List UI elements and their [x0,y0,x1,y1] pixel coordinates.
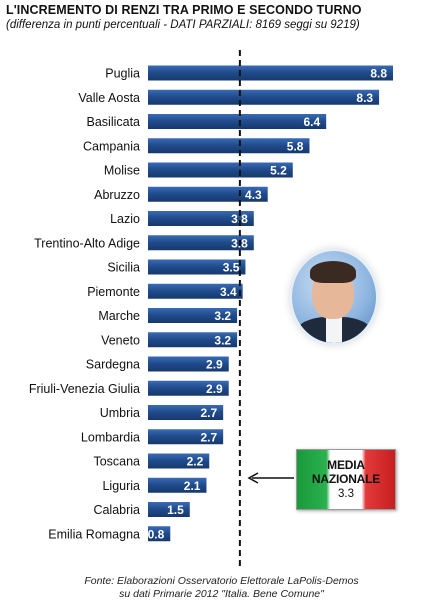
category-label: Veneto [101,333,140,347]
value-label: 3.5 [223,261,240,275]
category-label: Calabria [93,503,140,517]
bar [148,405,224,420]
value-label: 0.8 [148,527,165,541]
category-label: Sicilia [107,261,140,275]
value-label: 3.4 [220,285,237,299]
chart-subtitle: (differenza in punti percentuali - DATI … [6,19,360,31]
category-label: Lombardia [81,430,140,444]
chart-title: L'INCREMENTO DI RENZI TRA PRIMO E SECOND… [6,3,362,17]
bar [148,89,380,105]
bar [148,526,171,542]
category-label: Campania [83,139,140,153]
category-label: Molise [104,164,140,178]
category-label: Trentino-Alto Adige [34,236,140,250]
value-labels: 8.88.36.45.85.24.33.83.83.53.43.23.22.92… [148,67,388,542]
source-note: Fonte: Elaborazioni Osservatorio Elettor… [0,575,443,601]
category-labels: Puglia Valle Aosta Basilicata Campania Molis… [29,67,140,542]
source-line-2: su dati Primarie 2012 "Italia. Bene Comu… [119,588,324,600]
bar [148,429,224,445]
value-label: 2.1 [184,479,201,493]
bar [148,235,254,251]
bar [148,138,310,154]
bar [148,211,254,226]
bar-chart: Puglia Valle Aosta Basilicata Campania Molis… [29,50,393,566]
bar [148,162,293,178]
value-label: 5.8 [287,139,304,153]
bar [148,283,243,299]
value-label: 4.3 [245,188,262,202]
bar [148,259,246,275]
value-label: 8.3 [356,91,373,105]
category-label: Umbria [100,406,140,420]
bar [148,114,327,129]
category-label: Lazio [110,212,140,226]
value-label: 1.5 [167,503,184,517]
person-portrait-icon [292,251,376,343]
category-label: Emilia Romagna [48,527,140,541]
bar [148,477,207,493]
category-label: Piemonte [87,285,140,299]
value-label: 6.4 [303,115,320,129]
bar [148,356,229,372]
value-label: 2.2 [187,455,204,469]
category-label: Liguria [102,479,140,493]
value-label: 8.8 [370,67,387,81]
value-label: 2.7 [200,406,217,420]
category-label: Abruzzo [94,188,140,202]
bar [148,308,238,323]
category-label: Puglia [105,67,140,81]
category-label: Sardegna [86,358,140,372]
value-label: 3.2 [214,333,231,347]
bar [148,65,393,81]
bar [148,502,190,517]
category-label: Toscana [93,455,140,469]
value-label: 3.8 [231,212,248,226]
value-label: 2.9 [206,382,223,396]
callout-value: 3.3 [338,488,354,500]
category-label: Valle Aosta [78,91,140,105]
bar [148,380,229,396]
bars-group [148,65,393,542]
callout-arrow [247,472,294,484]
bar [148,186,268,202]
category-label: Basilicata [87,115,141,129]
value-label: 5.2 [270,164,287,178]
category-label: Marche [98,309,140,323]
bar [148,453,210,469]
value-label: 2.9 [206,358,223,372]
value-label: 2.7 [200,430,217,444]
callout-label: MEDIA NAZIONALE [311,458,381,486]
value-label: 3.2 [214,309,231,323]
source-line-1: Fonte: Elaborazioni Osservatorio Elettor… [84,575,359,587]
category-label: Friuli-Venezia Giulia [29,382,140,396]
media-nazionale-callout: MEDIA NAZIONALE 3.3 [296,449,396,510]
bar [148,332,238,348]
